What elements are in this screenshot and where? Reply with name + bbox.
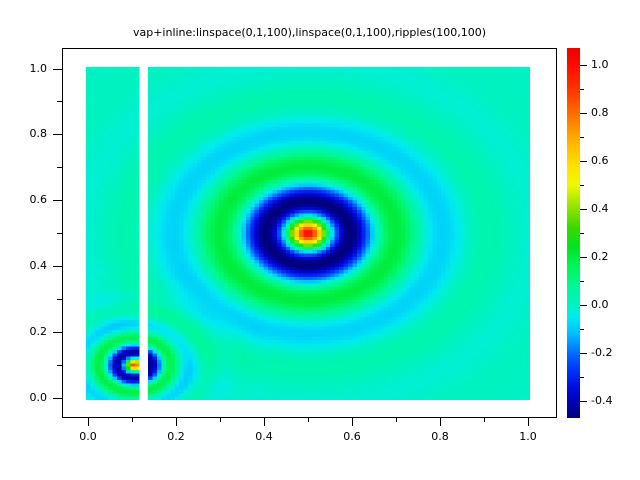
colorbar-minor-tick <box>580 185 584 186</box>
x-axis-major-tick <box>88 418 89 426</box>
colorbar-minor-tick <box>580 377 584 378</box>
x-axis-tick-label: 0.4 <box>255 430 273 443</box>
colorbar-tick-label: -0.4 <box>591 394 613 407</box>
plot-title: vap+inline:linspace(0,1,100),linspace(0,… <box>132 26 487 39</box>
plot-frame <box>62 48 557 418</box>
y-axis-tick-label: 0.0 <box>29 391 48 404</box>
colorbar-major-tick <box>580 65 587 66</box>
colorbar-tick-label: -0.2 <box>591 346 613 359</box>
x-axis-tick-label: 1.0 <box>519 430 537 443</box>
y-axis-major-tick <box>53 69 62 70</box>
x-axis-major-tick <box>264 418 265 426</box>
y-axis-minor-tick <box>57 365 62 366</box>
colorbar-tick-label: 0.8 <box>591 106 609 119</box>
heatmap-canvas <box>86 67 530 400</box>
colorbar-major-tick <box>580 401 587 402</box>
colorbar-minor-tick <box>580 89 584 90</box>
y-axis-major-tick <box>53 134 62 135</box>
y-axis-major-tick <box>53 200 62 201</box>
colorbar-major-tick <box>580 353 587 354</box>
x-axis-minor-tick <box>132 418 133 422</box>
x-axis-tick-label: 0.6 <box>343 430 361 443</box>
x-axis-minor-tick <box>396 418 397 422</box>
x-axis-major-tick <box>176 418 177 426</box>
colorbar-tick-label: 0.0 <box>591 298 609 311</box>
x-axis-major-tick <box>352 418 353 426</box>
x-axis-minor-tick <box>484 418 485 422</box>
y-axis-major-tick <box>53 398 62 399</box>
colorbar-tick-label: 1.0 <box>591 58 609 71</box>
y-axis-major-tick <box>53 332 62 333</box>
y-axis-major-tick <box>53 266 62 267</box>
y-axis-tick-label: 0.2 <box>29 325 48 338</box>
x-axis-major-tick <box>440 418 441 426</box>
colorbar-major-tick <box>580 305 587 306</box>
x-axis-tick-label: 0.8 <box>431 430 449 443</box>
colorbar-tick-label: 0.6 <box>591 154 609 167</box>
y-axis-tick-label: 1.0 <box>29 62 48 75</box>
colorbar-major-tick <box>580 209 587 210</box>
y-axis-tick-label: 0.6 <box>29 193 48 206</box>
colorbar-minor-tick <box>580 329 584 330</box>
x-axis-minor-tick <box>308 418 309 422</box>
colorbar-tick-label: 0.4 <box>591 202 609 215</box>
colorbar-gradient <box>567 48 580 418</box>
y-axis-minor-tick <box>57 299 62 300</box>
colorbar-tick-label: 0.2 <box>591 250 609 263</box>
x-axis-minor-tick <box>220 418 221 422</box>
colorbar-minor-tick <box>580 233 584 234</box>
colorbar-minor-tick <box>580 281 584 282</box>
y-axis-minor-tick <box>57 233 62 234</box>
colorbar-minor-tick <box>580 137 584 138</box>
x-axis-tick-label: 0.2 <box>167 430 185 443</box>
y-axis-tick-label: 0.8 <box>29 127 48 140</box>
colorbar-major-tick <box>580 113 587 114</box>
colorbar-major-tick <box>580 161 587 162</box>
x-axis-tick-label: 0.0 <box>79 430 97 443</box>
y-axis-minor-tick <box>57 167 62 168</box>
colorbar-major-tick <box>580 257 587 258</box>
x-axis-major-tick <box>528 418 529 426</box>
y-axis-tick-label: 0.4 <box>29 259 48 272</box>
y-axis-minor-tick <box>57 101 62 102</box>
